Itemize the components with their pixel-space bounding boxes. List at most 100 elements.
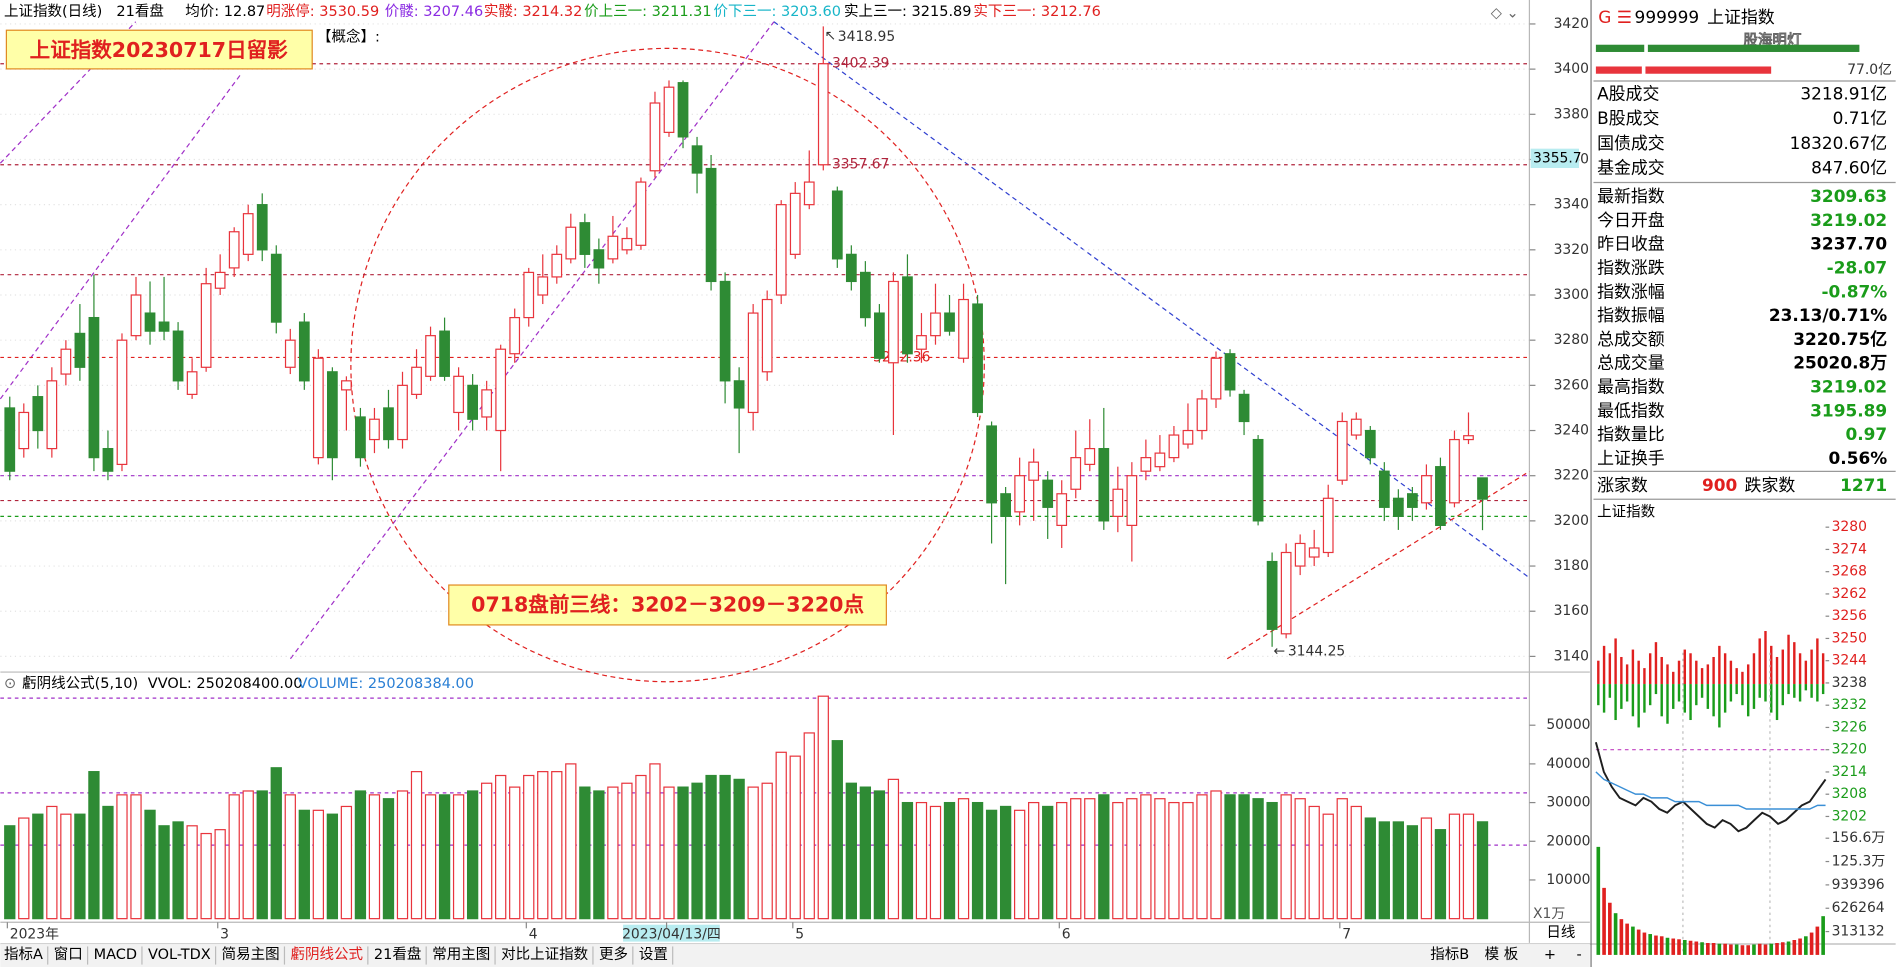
volume-bar [845, 782, 857, 920]
strength-bar [1595, 66, 1642, 74]
volume-bar [1420, 817, 1433, 920]
cursor-price: 3355.7 [1533, 150, 1582, 166]
volume-bar [354, 790, 367, 920]
row-label: 总成交量 [1597, 353, 1665, 373]
volume-bar [621, 782, 633, 920]
candle-body [930, 312, 941, 337]
candle-body [495, 348, 507, 432]
tab-bar [0, 944, 1590, 967]
tab[interactable]: 虧阴线公式 [291, 946, 364, 963]
row-label: 国债成交 [1597, 133, 1665, 153]
tab[interactable]: VOL-TDX [148, 947, 211, 963]
candle-body [1266, 560, 1278, 630]
volume-bar [186, 825, 198, 920]
tab[interactable]: 21看盘 [374, 945, 421, 963]
y-tick-label: 3232 [1832, 697, 1867, 713]
x-tick-label: 3 [220, 926, 229, 942]
y-tick-label: 10000 [1546, 872, 1590, 888]
volume-bar [74, 813, 86, 920]
volume-bar [1280, 794, 1292, 920]
row-label: 总成交额 [1597, 329, 1665, 349]
cursor-date-box [623, 924, 720, 942]
volume-bar [803, 732, 815, 920]
tab[interactable]: 更多 [599, 946, 628, 963]
candle-body [621, 237, 633, 251]
candle-body [355, 416, 366, 459]
unit-label: X1万 [1533, 906, 1565, 922]
volume-bar [831, 740, 843, 920]
volume-bar [466, 790, 479, 920]
y-tick-label: 3200 [1554, 513, 1589, 529]
strength-bar [1647, 44, 1860, 52]
candle-body [874, 312, 885, 359]
volume-bar [1252, 798, 1264, 920]
row-value: 0.71亿 [1833, 108, 1888, 128]
row-label: A股成交 [1597, 83, 1659, 103]
candle-body [691, 145, 703, 174]
indicator: 21看盘 [116, 2, 163, 20]
trend-line [0, 72, 243, 400]
volume-bar [340, 805, 353, 920]
low-label: 3144.25 [1288, 644, 1345, 660]
row-value: 0.56% [1829, 448, 1888, 468]
row-value: 18320.67亿 [1790, 133, 1888, 153]
volume-bar [915, 801, 928, 920]
volume-bar [705, 774, 717, 920]
candle-body [1168, 434, 1180, 459]
volume-bar [1238, 794, 1250, 920]
y-tick-label: 20000 [1546, 833, 1590, 849]
tab[interactable]: 简易主图 [222, 946, 280, 963]
x-tick-label: 6 [1062, 926, 1071, 942]
volume-bar [242, 790, 254, 920]
tab[interactable]: + [1544, 947, 1556, 963]
candle-body [1322, 497, 1334, 554]
icon[interactable]: ◇ ⌄ [1491, 5, 1519, 21]
level-label: 3272.36 [873, 349, 930, 365]
candle-body [845, 253, 857, 283]
tab[interactable]: - [1577, 947, 1582, 963]
tab[interactable]: 对比上证指数 [501, 946, 588, 963]
y-tick-label: 3340 [1554, 197, 1589, 213]
row-value: 847.60亿 [1811, 158, 1887, 178]
y-tick-label: 40000 [1546, 756, 1590, 772]
candle-body [1364, 429, 1376, 459]
volume-bar [228, 794, 240, 920]
tab[interactable]: 指标B [1430, 946, 1469, 963]
volume-bar [1098, 794, 1110, 920]
tab[interactable]: 模 板 [1485, 945, 1519, 963]
candle-body [789, 192, 801, 255]
y-tick-label: 3420 [1554, 16, 1589, 32]
period[interactable]: 日线 [1546, 924, 1575, 941]
candle-body [1028, 461, 1040, 481]
tab[interactable]: 窗口 [54, 945, 83, 963]
candle-body [172, 330, 184, 382]
row-value: 3219.02 [1810, 210, 1887, 230]
volume-bar [1042, 805, 1054, 920]
candle-body [60, 348, 72, 375]
indicator: 价下三一: 3203.60 [714, 4, 841, 20]
volume-bar [691, 782, 703, 920]
row-value: 0.97 [1845, 424, 1887, 444]
candle-body [1407, 493, 1418, 508]
y-tick-label: 3380 [1554, 106, 1589, 122]
candle-body [1140, 457, 1152, 472]
tab[interactable]: 指标A [4, 946, 43, 963]
volume-bar [200, 832, 212, 920]
indicator: 价髅: 3207.46 [385, 3, 483, 20]
row-label: 基金成交 [1597, 158, 1665, 178]
tab[interactable]: MACD [94, 947, 137, 963]
tab[interactable]: 设置 [639, 946, 668, 963]
volume-bar [985, 809, 998, 920]
row-label: 指数振幅 [1597, 305, 1665, 325]
volume-bar [635, 774, 647, 920]
volume-bar [1112, 801, 1124, 920]
candle-body [1392, 497, 1404, 517]
down-label: 跌家数 [1745, 475, 1796, 495]
volume-bar [1462, 813, 1475, 920]
row-value: 3218.91亿 [1800, 83, 1887, 103]
indicator: 实髅: 3214.32 [484, 3, 582, 20]
indicator: 均价: 12.87 [185, 3, 265, 20]
candle-body [1084, 447, 1096, 466]
tab[interactable]: 常用主图 [432, 946, 490, 963]
volume-bar [1364, 817, 1376, 920]
